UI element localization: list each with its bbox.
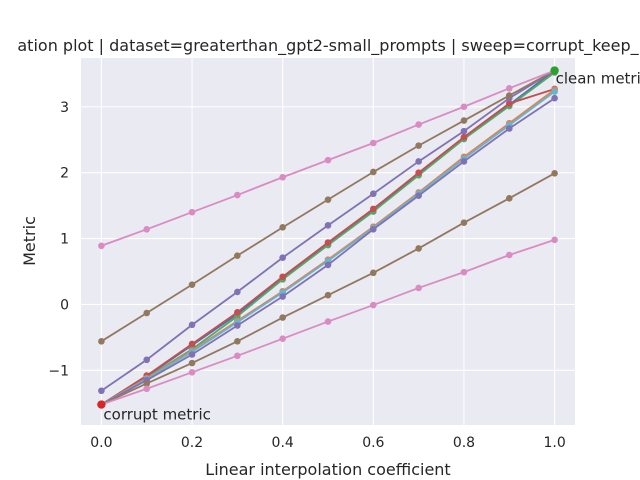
data-point xyxy=(279,254,286,261)
data-point xyxy=(234,338,241,345)
data-point xyxy=(415,192,422,200)
data-point xyxy=(324,156,332,164)
data-point xyxy=(460,127,468,135)
data-point xyxy=(324,196,332,203)
series-9 xyxy=(98,67,558,250)
data-point xyxy=(324,222,332,229)
data-point xyxy=(415,142,422,149)
data-point xyxy=(188,321,196,329)
data-point xyxy=(143,226,151,233)
series-10 xyxy=(98,236,558,408)
x-tick-labels: 0.0 0.2 0.4 0.6 0.8 1.0 xyxy=(90,435,565,451)
clean-metric-marker xyxy=(550,66,559,75)
data-point xyxy=(370,190,377,198)
data-point xyxy=(505,85,513,92)
data-point xyxy=(505,100,513,107)
data-point xyxy=(188,368,196,376)
data-point xyxy=(551,170,558,177)
y-axis-label: Metric xyxy=(20,216,39,266)
data-point xyxy=(551,236,558,244)
data-point xyxy=(143,356,151,364)
data-point xyxy=(460,103,468,111)
data-point xyxy=(460,133,468,141)
x-tick-label: 0.6 xyxy=(362,435,384,451)
data-point xyxy=(188,281,196,288)
data-point xyxy=(279,293,286,300)
data-point xyxy=(234,322,241,329)
data-point xyxy=(370,269,377,277)
data-point xyxy=(188,208,196,216)
data-point xyxy=(188,340,196,348)
annotation-markers xyxy=(97,66,559,409)
data-point xyxy=(460,117,468,124)
data-point xyxy=(324,261,332,269)
data-point xyxy=(415,158,422,165)
data-point xyxy=(370,168,377,176)
data-point xyxy=(234,252,241,259)
data-point xyxy=(551,88,558,95)
data-point xyxy=(460,219,468,227)
data-point xyxy=(98,242,105,250)
corrupt-metric-label: corrupt metric xyxy=(103,406,210,424)
y-tick-label: 2 xyxy=(60,166,69,182)
data-point xyxy=(370,205,377,213)
data-point xyxy=(505,92,513,99)
series-5 xyxy=(98,94,558,408)
data-point xyxy=(415,169,422,176)
data-point xyxy=(279,273,286,281)
y-tick-labels: −1 0 1 2 3 xyxy=(48,100,69,380)
data-point xyxy=(324,318,332,325)
grid-lines xyxy=(81,58,575,425)
x-axis-label: Linear interpolation coefficient xyxy=(205,460,450,479)
data-point xyxy=(505,251,513,259)
data-point xyxy=(279,314,286,321)
data-point xyxy=(505,125,513,132)
x-tick-label: 0.2 xyxy=(181,435,203,451)
data-point xyxy=(279,173,286,181)
y-tick-label: −1 xyxy=(48,363,69,379)
data-point xyxy=(415,245,422,252)
x-tick-label: 0.4 xyxy=(272,435,294,451)
data-point xyxy=(370,301,377,309)
data-point xyxy=(370,139,377,147)
clean-metric-label: clean metric xyxy=(556,70,640,88)
data-point xyxy=(370,226,377,233)
data-point xyxy=(188,359,196,367)
data-point xyxy=(505,195,513,202)
data-point xyxy=(98,387,105,395)
data-point xyxy=(324,291,332,299)
x-tick-label: 0.0 xyxy=(90,435,112,451)
data-point xyxy=(143,309,151,317)
data-point xyxy=(415,121,422,128)
x-tick-label: 1.0 xyxy=(543,435,565,451)
data-point xyxy=(460,268,468,276)
data-point xyxy=(415,284,422,292)
data-point xyxy=(460,158,468,165)
data-point xyxy=(234,288,241,296)
data-point xyxy=(324,239,332,246)
series-2 xyxy=(98,85,558,408)
x-tick-label: 0.8 xyxy=(453,435,475,451)
data-point xyxy=(98,338,105,345)
chart-title: ation plot | dataset=greaterthan_gpt2-sm… xyxy=(17,36,639,56)
y-tick-label: 3 xyxy=(60,100,69,116)
data-point xyxy=(143,385,151,393)
corrupt-metric-marker xyxy=(97,400,106,409)
data-point xyxy=(234,352,241,360)
data-point xyxy=(188,351,196,358)
data-point xyxy=(234,191,241,199)
y-tick-label: 1 xyxy=(60,232,69,248)
data-point xyxy=(279,224,286,231)
data-point xyxy=(279,335,286,342)
data-point xyxy=(143,380,151,387)
data-point xyxy=(551,94,558,102)
y-tick-label: 0 xyxy=(60,297,69,313)
data-point xyxy=(234,309,241,316)
